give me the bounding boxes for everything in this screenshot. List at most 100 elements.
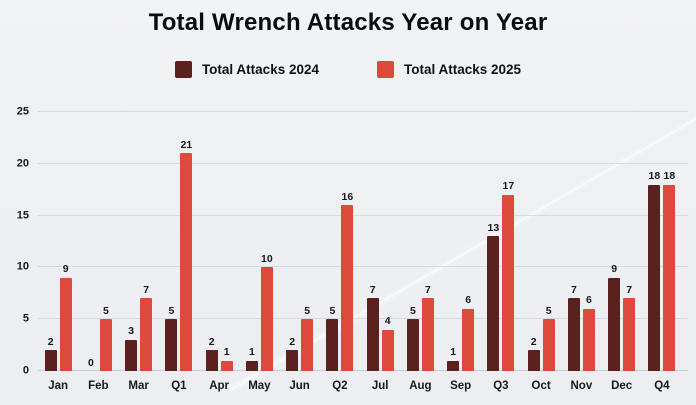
x-tick-label-q3: Q3	[493, 380, 509, 392]
bar-slot-2025-q2: 16	[341, 112, 354, 371]
bar-2024-oct	[527, 350, 540, 371]
y-tick-label-25: 25	[16, 105, 29, 118]
bar-slot-2025-aug: 7	[421, 112, 434, 371]
bar-slot-2024-q3: 13	[487, 112, 500, 371]
bar-slot-2025-nov: 6	[582, 112, 595, 371]
bar-group-dec: 9 7 Dec	[602, 112, 642, 392]
bar-2024-jul	[366, 298, 379, 371]
bar-value-label-2024-oct: 2	[530, 335, 537, 348]
bar-group-q2: 5 16 Q2	[320, 112, 360, 392]
bar-value-label-2025-jun: 5	[304, 304, 311, 317]
bar-2024-jun	[286, 350, 299, 371]
bar-2025-jan	[59, 277, 72, 371]
bar-group-sep: 1 6 Sep	[441, 112, 481, 392]
bar-value-label-2024-q3: 13	[487, 221, 500, 234]
bar-value-label-2025-mar: 7	[143, 283, 150, 296]
gridline-0	[38, 370, 688, 371]
bar-value-label-2024-sep: 1	[450, 346, 457, 359]
bar-2025-q1	[180, 153, 193, 371]
bar-2024-aug	[406, 319, 419, 371]
y-tick-label-5: 5	[22, 312, 29, 325]
bar-group-jul: 7 4 Jul	[360, 112, 400, 392]
bar-value-label-2025-jul: 4	[384, 315, 391, 328]
bar-slot-2025-jul: 4	[381, 112, 394, 371]
legend-swatch-2025-icon	[377, 61, 394, 78]
bar-value-label-2024-jul: 7	[369, 283, 376, 296]
legend-item-2025: Total Attacks 2025	[377, 61, 521, 78]
bar-value-label-2024-q2: 5	[329, 304, 336, 317]
bar-2024-dec	[608, 277, 621, 371]
bar-2025-aug	[421, 298, 434, 371]
bar-value-label-2024-mar: 3	[128, 325, 135, 338]
bar-2025-dec	[623, 298, 636, 371]
bar-2024-q4	[648, 184, 661, 371]
bar-value-label-2024-jun: 2	[289, 335, 296, 348]
bar-slot-2024-q2: 5	[326, 112, 339, 371]
x-tick-label-dec: Dec	[611, 380, 633, 392]
x-tick-label-q4: Q4	[654, 380, 670, 392]
y-tick-label-15: 15	[16, 209, 29, 222]
bar-group-mar: 3 7 Mar	[119, 112, 159, 392]
bar-groups: 2 9 Jan 0 5 Feb 3 7 Mar 5 21 Q1 2 1 Apr 1 10 May 2 5 Jun 5 16 Q…	[38, 112, 682, 392]
bar-2024-nov	[567, 298, 580, 371]
legend-swatch-2024-icon	[174, 61, 192, 78]
gridline-10	[38, 266, 688, 268]
bar-slot-2025-feb: 5	[99, 112, 112, 371]
bar-slot-2025-q3: 17	[502, 112, 515, 371]
legend-label-2025: Total Attacks 2025	[404, 62, 522, 77]
bar-value-label-2025-feb: 5	[102, 304, 109, 317]
bar-slot-2025-may: 10	[260, 112, 273, 371]
gridline-5	[38, 318, 688, 320]
bar-2025-jun	[301, 319, 314, 371]
bar-slot-2025-q1: 21	[180, 112, 193, 371]
bar-slot-2025-q4: 18	[663, 112, 676, 371]
bar-group-aug: 5 7 Aug	[400, 112, 440, 392]
bar-2025-q4	[663, 184, 676, 371]
bar-slot-2024-feb: 0	[85, 112, 97, 371]
gridlines: 0 5 10 15 20 25	[17, 106, 688, 376]
x-tick-label-may: May	[248, 380, 271, 392]
bar-value-label-2025-jan: 9	[62, 263, 69, 276]
bar-group-jun: 2 5 Jun	[280, 112, 320, 392]
bar-2024-jan	[44, 350, 57, 371]
bar-value-label-2024-dec: 9	[611, 263, 618, 276]
bar-2025-mar	[140, 298, 153, 371]
x-tick-label-aug: Aug	[409, 380, 432, 392]
chart-title: Total Wrench Attacks Year on Year	[148, 9, 548, 36]
bar-value-label-2025-q3: 17	[502, 180, 515, 193]
bar-value-label-2025-q2: 16	[341, 190, 354, 203]
bar-2025-may	[260, 267, 273, 371]
bar-slot-2024-jan: 2	[44, 112, 57, 371]
legend-item-2024: Total Attacks 2024	[174, 61, 319, 78]
bar-value-label-2025-dec: 7	[626, 283, 633, 296]
bar-group-feb: 0 5 Feb	[78, 112, 118, 392]
bar-value-label-2025-q1: 21	[180, 138, 193, 151]
x-tick-label-mar: Mar	[128, 380, 149, 392]
bar-value-label-2025-aug: 7	[424, 283, 431, 296]
bar-value-label-2025-apr: 1	[223, 346, 230, 359]
x-tick-label-sep: Sep	[450, 380, 472, 392]
bar-group-q3: 13 17 Q3	[481, 112, 521, 392]
bar-2025-apr	[220, 360, 233, 371]
bar-slot-2024-apr: 2	[205, 112, 218, 371]
x-tick-label-feb: Feb	[88, 380, 109, 392]
bar-slot-2025-jan: 9	[59, 112, 72, 371]
bar-value-label-2025-oct: 5	[545, 304, 552, 317]
bar-value-label-2025-nov: 6	[585, 294, 592, 307]
bar-2024-apr	[205, 350, 218, 371]
bar-slot-2024-jun: 2	[286, 112, 299, 371]
bar-group-oct: 2 5 Oct	[521, 112, 561, 392]
x-tick-label-jul: Jul	[371, 380, 389, 392]
bar-group-nov: 7 6 Nov	[561, 112, 601, 392]
bar-value-label-2024-jan: 2	[47, 335, 54, 348]
bar-value-label-2024-may: 1	[248, 346, 255, 359]
bar-slot-2024-nov: 7	[567, 112, 580, 371]
bar-2025-nov	[582, 308, 595, 371]
bar-slot-2025-dec: 7	[623, 112, 636, 371]
bar-group-q4: 18 18 Q4	[642, 112, 682, 392]
bar-slot-2024-jul: 7	[366, 112, 379, 371]
bar-value-label-2024-q4: 18	[648, 170, 661, 183]
gridline-25	[38, 111, 688, 112]
bar-value-label-2024-feb: 0	[87, 356, 94, 369]
